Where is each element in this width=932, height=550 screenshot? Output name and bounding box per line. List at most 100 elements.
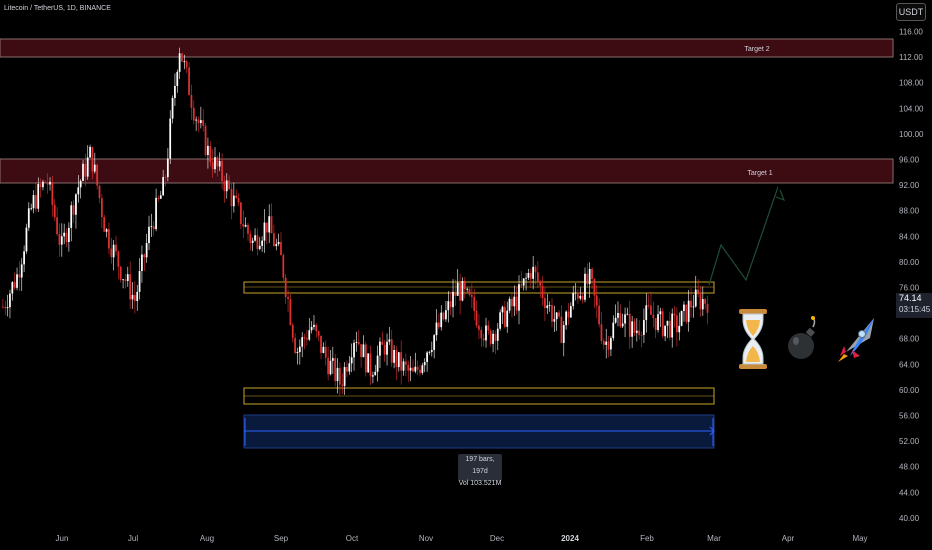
candle-down xyxy=(115,244,117,252)
candle-down xyxy=(249,233,252,243)
candle-down xyxy=(437,322,440,328)
candle-down xyxy=(237,197,240,203)
candle-down xyxy=(294,337,296,354)
candle-down xyxy=(633,321,636,333)
target-2-zone[interactable] xyxy=(0,38,894,58)
candle-down xyxy=(673,313,676,316)
candle-up xyxy=(433,335,436,350)
candle-down xyxy=(91,146,94,172)
candle-up xyxy=(9,293,11,308)
candle-down xyxy=(164,177,167,178)
candle-down xyxy=(595,295,598,306)
candle-up xyxy=(643,320,645,335)
measure-label: 197 bars, 197d Vol 103.521M xyxy=(458,454,502,487)
candle-down xyxy=(586,273,589,285)
x-tick-label: Sep xyxy=(274,534,289,543)
candle-down xyxy=(416,366,419,370)
candle-down xyxy=(242,224,245,227)
candle-down xyxy=(98,185,101,199)
candle-up xyxy=(86,157,89,177)
candle-up xyxy=(6,307,9,309)
candle-down xyxy=(216,157,219,167)
target-1-zone[interactable] xyxy=(0,158,894,184)
candle-up xyxy=(409,367,412,371)
projection-path[interactable] xyxy=(708,186,779,286)
candle-down xyxy=(4,306,7,309)
candle-up xyxy=(362,344,365,358)
candle-up xyxy=(367,353,370,373)
candle-down xyxy=(541,285,544,299)
y-tick-label: 56.00 xyxy=(899,412,920,421)
y-tick-label: 108.00 xyxy=(899,79,924,88)
candle-down xyxy=(482,338,485,341)
candle-down xyxy=(668,320,671,338)
candle-down xyxy=(46,182,49,185)
candle-up xyxy=(631,321,633,337)
candle-up xyxy=(635,330,638,333)
candle-up xyxy=(499,312,502,329)
candle-down xyxy=(544,298,546,309)
candle-down xyxy=(478,325,480,330)
candle-down xyxy=(704,299,707,304)
candle-up xyxy=(254,235,256,241)
candle-up xyxy=(426,352,428,363)
candle-down xyxy=(442,312,445,320)
candle-up xyxy=(225,180,228,192)
y-tick-label: 76.00 xyxy=(899,284,920,293)
candle-down xyxy=(454,291,457,296)
candle-down xyxy=(534,266,537,273)
candle-up xyxy=(617,313,619,318)
candle-up xyxy=(105,229,108,232)
candle-up xyxy=(522,278,525,286)
candle-down xyxy=(133,294,136,302)
candle-up xyxy=(70,205,73,228)
y-tick-label: 68.00 xyxy=(899,335,920,344)
candle-up xyxy=(30,208,33,210)
candle-up xyxy=(397,352,400,368)
candle-up xyxy=(355,342,358,343)
candle-up xyxy=(155,197,157,230)
candle-down xyxy=(419,369,421,373)
candle-up xyxy=(350,357,353,364)
x-tick-label: Dec xyxy=(490,534,504,543)
candle-down xyxy=(339,367,341,385)
y-tick-label: 48.00 xyxy=(899,463,920,472)
candle-down xyxy=(346,366,348,372)
candle-up xyxy=(386,341,388,355)
candle-up xyxy=(379,341,381,356)
candle-down xyxy=(185,61,188,68)
y-tick-label: 88.00 xyxy=(899,207,920,216)
candle-down xyxy=(119,266,122,280)
candle-down xyxy=(190,95,193,108)
x-tick-label: Jul xyxy=(128,534,138,543)
x-tick-label: Mar xyxy=(707,534,721,543)
candle-up xyxy=(371,375,374,377)
candle-up xyxy=(569,306,572,318)
x-tick-label: May xyxy=(852,534,867,543)
candle-down xyxy=(320,335,322,353)
candle-up xyxy=(93,164,96,172)
resistance-range[interactable] xyxy=(243,281,715,294)
candle-up xyxy=(701,299,704,310)
candle-up xyxy=(678,325,681,333)
candle-up xyxy=(584,273,586,300)
candle-up xyxy=(612,322,615,339)
candle-down xyxy=(273,233,275,247)
candle-down xyxy=(204,125,207,156)
candle-down xyxy=(690,300,692,308)
candle-up xyxy=(614,317,617,323)
candle-up xyxy=(275,244,278,247)
candle-down xyxy=(369,353,372,377)
y-tick-label: 116.00 xyxy=(899,28,923,37)
candle-down xyxy=(591,268,593,280)
currency-selector[interactable]: USDT xyxy=(896,3,926,21)
candle-down xyxy=(53,204,56,218)
candle-down xyxy=(676,315,678,333)
candle-down xyxy=(558,312,560,317)
candle-down xyxy=(117,251,120,267)
candle-down xyxy=(503,306,506,327)
candle-down xyxy=(515,296,518,311)
candle-up xyxy=(277,242,280,245)
candle-up xyxy=(331,358,334,361)
